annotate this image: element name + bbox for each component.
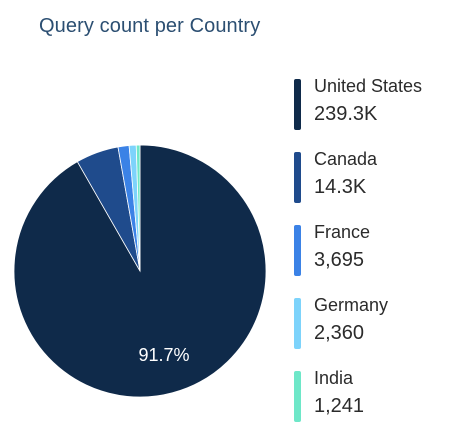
legend-value-united-states: 239.3K [314,103,378,125]
legend-item-germany[interactable]: Germany 2,360 [294,295,464,368]
legend-swatch-canada [294,152,301,203]
pie-slice-united-states[interactable] [13,144,267,398]
legend: United States 239.3K Canada 14.3K France 3,69… [294,76,464,441]
legend-label-germany: Germany [314,295,389,315]
chart-title: Query count per Country [39,15,261,37]
legend-label-united-states: United States [314,76,423,96]
legend-value-canada: 14.3K [314,176,367,198]
legend-swatch-india [294,371,301,422]
legend-label-canada: Canada [314,149,378,169]
legend-label-france: France [314,222,371,242]
legend-swatch-united-states [294,79,301,130]
legend-item-canada[interactable]: Canada 14.3K [294,149,464,222]
legend-swatch-france [294,225,301,276]
legend-item-united-states[interactable]: United States 239.3K [294,76,464,149]
legend-value-india: 1,241 [314,395,365,417]
legend-value-france: 3,695 [314,249,365,271]
legend-swatch-germany [294,298,301,349]
slice-label-united-states: 91.7% [138,345,189,365]
legend-label-india: India [314,368,354,388]
legend-value-germany: 2,360 [314,322,365,344]
legend-item-france[interactable]: France 3,695 [294,222,464,295]
legend-item-india[interactable]: India 1,241 [294,368,464,441]
pie-slice-india[interactable] [135,144,141,272]
